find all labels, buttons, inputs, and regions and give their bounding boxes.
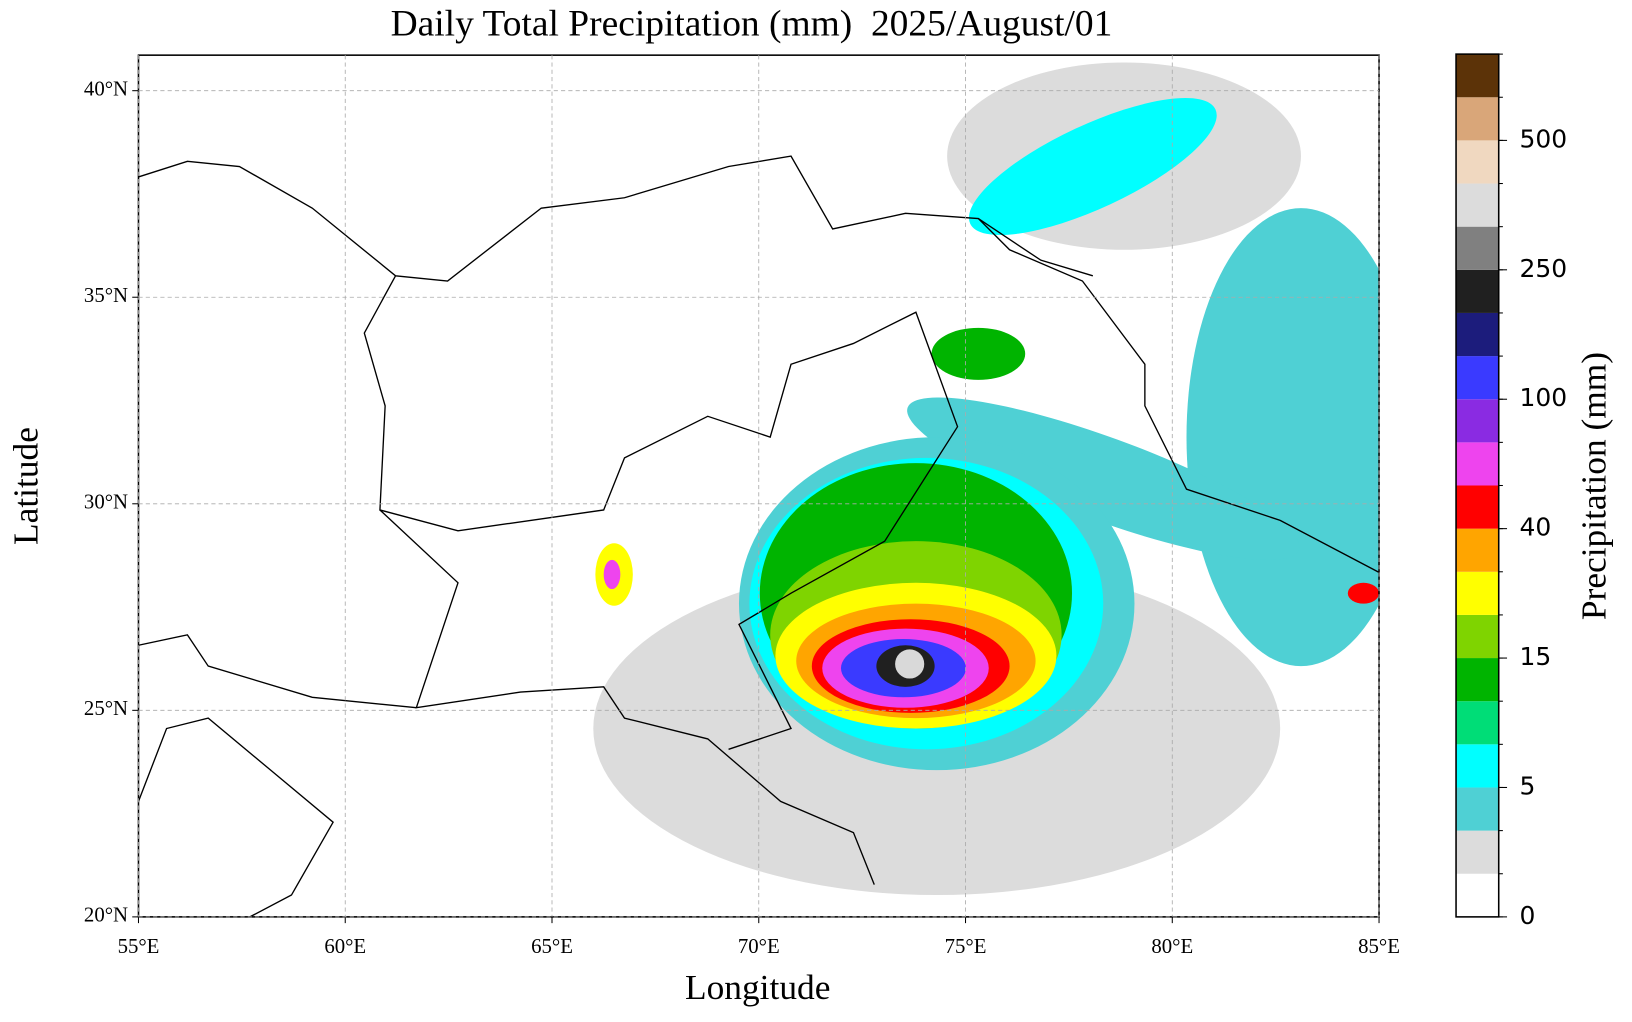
colorbar-bin xyxy=(1456,787,1499,831)
colorbar-bin xyxy=(1456,183,1499,227)
colorbar-bin xyxy=(1456,658,1499,702)
field-magenta xyxy=(603,559,621,590)
y-tick-label: 40°N xyxy=(84,76,128,100)
colorbar-tick-label: 15 xyxy=(1520,642,1552,671)
colorbar-bin xyxy=(1456,312,1499,357)
y-tick-label: 25°N xyxy=(84,696,128,720)
x-tick-label: 60°E xyxy=(324,934,366,958)
field-green xyxy=(931,327,1026,380)
colorbar-tick-label: 250 xyxy=(1520,254,1568,283)
x-tick-label: 75°E xyxy=(945,934,987,958)
field-red xyxy=(1347,582,1380,604)
y-tick-label: 20°N xyxy=(84,903,128,927)
colorbar-bin xyxy=(1456,226,1499,270)
colorbar-bin xyxy=(1456,701,1499,745)
precipitation-field xyxy=(593,62,1380,896)
field-cyan xyxy=(968,98,1217,236)
colorbar-bin xyxy=(1456,614,1499,659)
field-teal xyxy=(907,397,1300,560)
x-tick-label: 65°E xyxy=(531,934,573,958)
x-tick-label: 55°E xyxy=(118,934,160,958)
colorbar-tick-label: 0 xyxy=(1520,901,1536,930)
x-tick-label: 80°E xyxy=(1151,934,1193,958)
colorbar-bin xyxy=(1456,873,1499,917)
colorbar-bin xyxy=(1456,97,1499,141)
colorbar-bin xyxy=(1456,571,1499,615)
colorbar-bin xyxy=(1456,442,1499,486)
field-teal xyxy=(1186,208,1380,667)
y-axis-label: Latitude xyxy=(5,427,45,545)
colorbar-bin xyxy=(1456,269,1499,313)
colorbar-bin xyxy=(1456,830,1499,874)
colorbar-tick-label: 5 xyxy=(1520,771,1536,800)
colorbar-bin xyxy=(1456,399,1499,443)
x-axis-label: Longitude xyxy=(685,967,830,1007)
colorbar-bin xyxy=(1456,356,1499,400)
field-core xyxy=(895,649,925,679)
colorbar-bin xyxy=(1456,54,1499,98)
borders xyxy=(137,155,1380,918)
colorbar-bin xyxy=(1456,744,1499,788)
x-tick-label: 85°E xyxy=(1358,934,1400,958)
colorbar-tick-label: 40 xyxy=(1520,513,1552,542)
y-tick-label: 35°N xyxy=(84,283,128,307)
colorbar-label: Precipitation (mm) xyxy=(1574,352,1614,620)
colorbar-bin xyxy=(1456,140,1499,184)
colorbar-bin xyxy=(1456,528,1499,572)
colorbar-tick-label: 100 xyxy=(1520,383,1568,412)
colorbar-bin xyxy=(1456,485,1499,529)
y-tick-label: 30°N xyxy=(84,490,128,514)
colorbar-tick-label: 500 xyxy=(1520,124,1568,153)
title: Daily Total Precipitation (mm) 2025/Augu… xyxy=(391,4,1113,45)
x-tick-label: 70°E xyxy=(738,934,780,958)
